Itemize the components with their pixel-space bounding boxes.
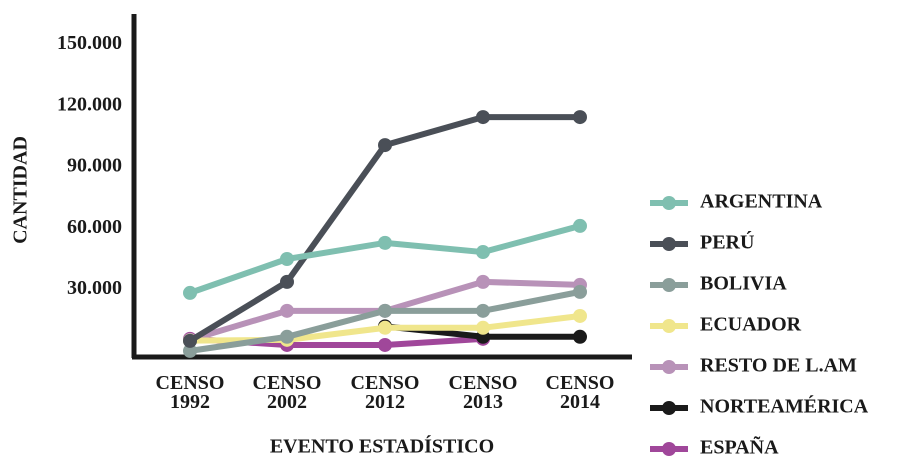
data-point [183,343,197,358]
y-tick-label: 120.000 [57,93,122,115]
y-axis-label: CANTIDAD [10,136,32,244]
data-point [476,110,490,125]
data-point [573,218,587,233]
data-point [280,252,294,266]
data-point [476,320,490,335]
x-tick-label: CENSO 1992 [155,372,225,413]
legend-marker [662,196,676,210]
data-point [573,308,587,323]
legend-label: ESPAÑA [700,436,779,459]
data-point [378,337,392,352]
y-tick-label: 60.000 [67,216,122,238]
x-tick-label: CENSO 2013 [448,372,518,413]
y-tick-label: 30.000 [67,277,122,299]
x-tick-label: CENSO 2014 [545,372,615,413]
data-point [378,235,392,250]
legend-marker [662,237,676,251]
data-point [280,303,294,318]
data-point [476,303,490,318]
legend-label: PERÚ [700,230,754,254]
data-point [476,274,490,289]
y-tick-label: 90.000 [67,155,122,177]
data-point [378,138,392,153]
x-axis-label: EVENTO ESTADÍSTICO [270,435,494,458]
data-point [280,274,294,289]
data-point [183,285,197,300]
data-point [573,284,587,299]
data-point [378,303,392,318]
legend-label: BOLIVIA [700,273,787,295]
legend-label: ECUADOR [700,314,802,336]
data-point [573,110,587,125]
y-tick-label: 150.000 [57,32,122,54]
x-tick-label: CENSO 2002 [252,372,322,413]
data-point [183,333,197,348]
data-point [573,329,587,344]
legend-marker [662,278,676,292]
legend-label: ARGENTINA [700,191,823,213]
data-point [476,245,490,260]
x-tick-label: CENSO 2012 [350,372,420,413]
legend-marker [662,442,676,456]
legend-marker [662,319,676,333]
data-point [280,329,294,344]
legend-label: NORTEAMÉRICA [700,395,869,418]
legend-marker [662,401,676,415]
data-point [378,320,392,335]
legend-label: RESTO DE L.AM [700,355,857,377]
legend-marker [662,360,676,374]
